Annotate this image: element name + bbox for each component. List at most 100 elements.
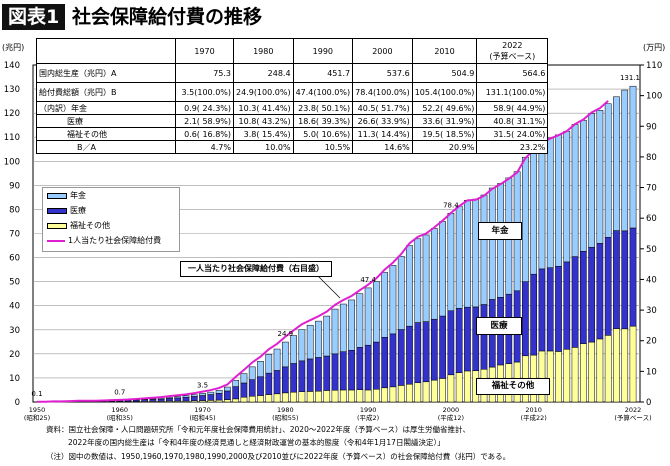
right-tick-label: 70: [646, 184, 657, 194]
left-tick-label: 20: [9, 350, 20, 360]
legend-label: 年金: [70, 191, 86, 200]
x-tick-label: 1990: [360, 406, 377, 414]
callout-per-capita: 一人当たり社会保障給付費（右目盛）: [180, 261, 332, 277]
bar-福祉その他: [323, 390, 331, 403]
right-tick-label: 50: [646, 245, 657, 255]
bar-医療: [414, 322, 422, 383]
bar-福祉その他: [232, 398, 240, 403]
bar-福祉その他: [588, 341, 595, 403]
left-tick-label: 80: [9, 205, 20, 215]
footnote: （注）図中の数値は、1950,1960,1970,1980,1990,2000及…: [46, 452, 511, 461]
bar-年金: [613, 96, 620, 231]
x-tick-label: 1960: [112, 406, 129, 414]
welfare-annotation: 福祉その他: [476, 378, 550, 395]
bar-福祉その他: [331, 389, 339, 403]
bar-年金: [555, 134, 562, 267]
bar-医療: [215, 393, 223, 401]
bar-医療: [571, 256, 579, 348]
table-cell: 3.5(100.0%): [175, 82, 234, 102]
bar-福祉その他: [348, 389, 355, 403]
row-label: （内訳）年金: [36, 101, 176, 115]
bar-福祉その他: [290, 391, 297, 403]
legend-label: 福祉その他: [70, 221, 110, 230]
bar-医療: [174, 397, 182, 402]
bar-福祉その他: [339, 389, 347, 403]
bar-年金: [265, 354, 273, 374]
bar-医療: [464, 306, 471, 372]
bar-福祉その他: [455, 372, 463, 403]
bar-医療: [298, 360, 306, 392]
bar-医療: [323, 355, 331, 391]
table-cell: 10.3( 41.4%): [233, 101, 294, 115]
bar-年金: [455, 205, 463, 309]
table-cell: 75.3: [175, 63, 234, 83]
table-cell: 537.6: [352, 63, 413, 83]
table-row: 福祉その他 0.6( 16.8%) 3.8( 15.4%) 5.0( 10.6%) 11…: [36, 127, 549, 141]
bar-福祉その他: [596, 338, 604, 403]
table-header-cell: 2022 (予算ベース): [476, 38, 549, 64]
bar-医療: [356, 347, 364, 390]
bar-福祉その他: [273, 393, 281, 403]
bar-福祉その他: [604, 335, 612, 403]
bar-医療: [248, 379, 256, 397]
bar-年金: [298, 329, 306, 362]
bar-医療: [339, 351, 347, 391]
left-tick-label: 90: [9, 181, 20, 191]
bar-福祉その他: [447, 374, 455, 403]
bar-福祉その他: [613, 328, 620, 403]
bar-年金: [381, 272, 389, 338]
bar-医療: [397, 329, 405, 386]
bar-年金: [224, 386, 231, 392]
right-tick-label: 10: [646, 367, 657, 377]
right-tick-label: 0: [646, 398, 651, 408]
table-cell: 47.4(100.0%): [292, 82, 354, 102]
bar-医療: [257, 376, 264, 396]
pension-annotation: 年金: [478, 222, 522, 240]
bar-医療: [224, 390, 231, 400]
per-capita-line: [37, 100, 609, 403]
bar-医療: [364, 344, 372, 391]
bar-福祉その他: [414, 382, 422, 403]
x-tick-label: 2022: [625, 406, 642, 414]
x-tick-sublabel: (昭和55): [272, 413, 298, 422]
bar-医療: [149, 399, 157, 402]
right-axis-unit: (万円): [643, 43, 666, 52]
left-tick-label: 0: [15, 398, 20, 408]
bar-医療: [604, 237, 612, 336]
table-cell: 10.8( 43.2%): [233, 114, 294, 128]
medical-swatch: [47, 207, 67, 214]
x-tick-sublabel: (昭和45): [189, 413, 215, 422]
bar-福祉その他: [464, 370, 471, 403]
row-label: 医療: [36, 114, 176, 128]
bar-年金: [604, 103, 612, 238]
table-cell: 18.6( 39.3%): [292, 114, 354, 128]
source-note-cont: 2022年度の国内総生産は「令和4年度の経済見通しと経済財政運営の基本的態度（令…: [68, 438, 445, 447]
bar-福祉その他: [356, 389, 364, 403]
bar-福祉その他: [422, 381, 430, 403]
bar-医療: [331, 353, 339, 391]
left-tick-label: 130: [4, 85, 20, 95]
table-cell: 0.6( 16.8%): [175, 127, 234, 141]
bar-医療: [579, 251, 587, 344]
legend-label: 医療: [70, 206, 86, 215]
bar-年金: [182, 395, 190, 398]
bar-医療: [265, 372, 273, 395]
x-tick-label: 1950: [29, 406, 46, 414]
data-label: 0.7: [114, 388, 125, 396]
bar-年金: [406, 245, 413, 327]
bar-年金: [373, 281, 380, 343]
table-cell: 564.6: [476, 63, 549, 83]
bar-福祉その他: [571, 347, 579, 403]
bar-医療: [381, 336, 389, 389]
bar-福祉その他: [389, 386, 397, 403]
bar-医療: [207, 394, 215, 401]
bar-医療: [546, 267, 554, 352]
table-row: 国内総生産（兆円）A 75.3 248.4 451.7 537.6 504.9 564.6: [36, 63, 549, 83]
bar-医療: [315, 357, 322, 392]
table-cell: 0.9( 24.3%): [175, 101, 234, 115]
right-tick-label: 100: [646, 92, 662, 102]
bar-福祉その他: [430, 379, 438, 403]
bar-年金: [166, 397, 173, 399]
chart-title: 社会保障給付費の推移: [72, 6, 263, 28]
x-tick-sublabel: (平成12): [438, 413, 464, 422]
